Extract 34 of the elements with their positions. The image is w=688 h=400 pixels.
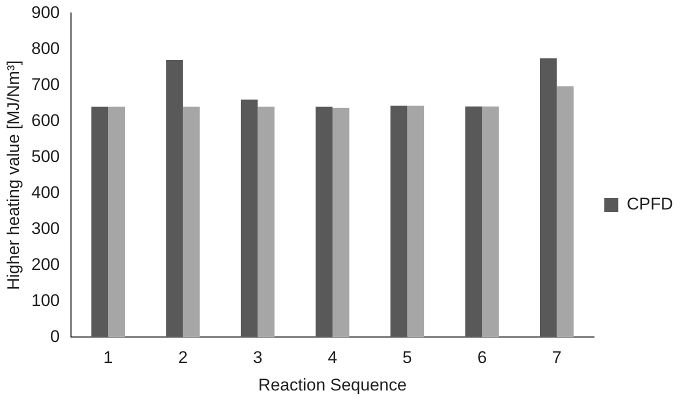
y-tick-label: 200 [31, 254, 60, 274]
bar [390, 106, 408, 338]
bar [91, 106, 108, 338]
bar [316, 106, 332, 338]
bar [332, 108, 350, 338]
bar [465, 106, 482, 338]
legend-label: CPFD [626, 194, 674, 214]
x-tick-label: 4 [328, 348, 338, 368]
x-tick-label: 2 [178, 348, 188, 368]
y-tick-label: 900 [31, 2, 60, 22]
y-tick-label: 700 [31, 74, 60, 94]
y-tick-label: 800 [31, 38, 60, 58]
bar [556, 86, 574, 338]
bar [182, 106, 200, 338]
x-tick-label: 5 [402, 348, 412, 368]
y-axis-title: Higher heating value [MJ/Nm³] [4, 60, 23, 290]
y-tick-label: 500 [31, 146, 60, 166]
y-tick-label: 0 [50, 326, 60, 346]
x-axis-title: Reaction Sequence [258, 375, 407, 394]
bar [108, 106, 125, 338]
x-tick-label: 7 [552, 348, 562, 368]
bar [166, 60, 183, 338]
y-tick-label: 600 [31, 110, 60, 130]
y-tick-label: 300 [31, 218, 60, 238]
bar [240, 100, 258, 338]
bar [540, 58, 557, 338]
y-tick-label: 400 [31, 182, 60, 202]
bar [258, 106, 275, 338]
x-tick-label: 1 [103, 348, 113, 368]
bar [482, 106, 499, 338]
y-tick-label: 100 [31, 290, 60, 310]
x-tick-label: 3 [252, 348, 262, 368]
x-tick-label: 6 [477, 348, 487, 368]
bar [407, 106, 424, 338]
